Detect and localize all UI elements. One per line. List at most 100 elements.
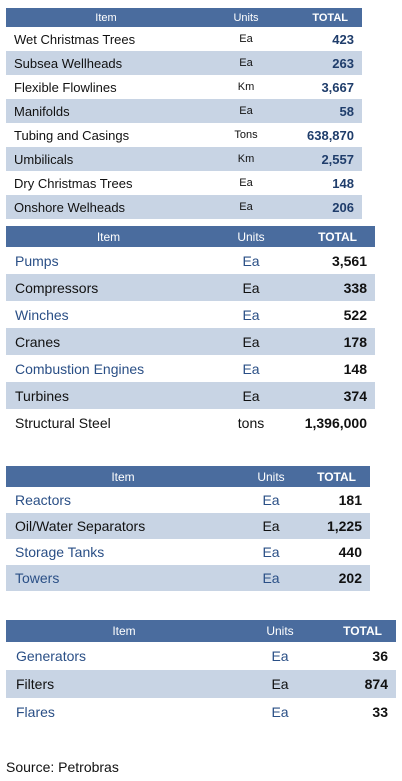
table-row: Manifolds Ea 58 (6, 99, 362, 123)
table-row: Filters Ea 874 (6, 670, 396, 698)
row-total: 148 (343, 360, 367, 377)
row-units: tons (237, 414, 265, 431)
row-item: Generators (16, 648, 87, 664)
row-units: Ea (242, 360, 260, 377)
table-row: Pumps Ea 3,561 (6, 247, 375, 274)
row-total: 1,396,000 (304, 414, 367, 431)
row-units: Ea (242, 670, 318, 698)
column-header-item: Item (6, 466, 240, 487)
refining-equipment-table: Item Units TOTAL Reactors Ea 181 Oil/Wat… (6, 466, 370, 591)
row-units: Ea (239, 177, 253, 189)
column-header-units: Units (240, 466, 302, 487)
table-header-row: Item Units TOTAL (6, 620, 396, 642)
row-units: Ea (262, 492, 280, 508)
row-total: 206 (286, 195, 362, 219)
row-item: Flares (16, 704, 55, 720)
row-item: Reactors (15, 492, 72, 508)
row-total: 874 (318, 670, 396, 698)
table-row: Flares Ea 33 (6, 698, 396, 726)
table-row: Flexible Flowlines Km 3,667 (6, 75, 362, 99)
row-units: Km (237, 81, 255, 93)
row-item: Filters (6, 670, 242, 698)
row-units: Ea (240, 513, 302, 539)
row-item: Towers (6, 565, 240, 591)
table-row: Oil/Water Separators Ea 1,225 (6, 513, 370, 539)
row-total: 178 (291, 328, 375, 355)
column-header-item: Item (6, 226, 211, 247)
topside-equipment-table: Item Units TOTAL Pumps Ea 3,561 Compress… (6, 226, 375, 436)
row-item: Onshore Welheads (6, 195, 206, 219)
row-item: Wet Christmas Trees (14, 31, 136, 47)
row-total: 148 (332, 175, 354, 191)
power-equipment-table: Item Units TOTAL Generators Ea 36 Filter… (6, 620, 396, 726)
column-header-units: Units (242, 620, 318, 642)
table-row: Combustion Engines Ea 148 (6, 355, 375, 382)
row-total: 263 (286, 51, 362, 75)
table-row: Onshore Welheads Ea 206 (6, 195, 362, 219)
row-item: Combustion Engines (15, 360, 145, 377)
table-row: Compressors Ea 338 (6, 274, 375, 301)
row-total: 202 (302, 565, 370, 591)
row-item: Oil/Water Separators (6, 513, 240, 539)
row-total: 440 (338, 544, 362, 560)
subsea-equipment-table: Item Units TOTAL Wet Christmas Trees Ea … (6, 8, 362, 219)
table-row: Tubing and Casings Tons 638,870 (6, 123, 362, 147)
row-total: 3,667 (321, 79, 354, 95)
table-row: Towers Ea 202 (6, 565, 370, 591)
row-item: Turbines (6, 382, 211, 409)
table-row: Reactors Ea 181 (6, 487, 370, 513)
table-row: Cranes Ea 178 (6, 328, 375, 355)
table-header-row: Item Units TOTAL (6, 466, 370, 487)
row-total: 338 (291, 274, 375, 301)
table-row: Subsea Wellheads Ea 263 (6, 51, 362, 75)
row-item: Manifolds (6, 99, 206, 123)
column-header-total: TOTAL (291, 226, 375, 247)
row-item: Umbilicals (6, 147, 206, 171)
table-row: Generators Ea 36 (6, 642, 396, 670)
row-total: 638,870 (307, 127, 354, 143)
row-total: 522 (343, 306, 367, 323)
table-header-row: Item Units TOTAL (6, 8, 362, 27)
table-row: Storage Tanks Ea 440 (6, 539, 370, 565)
row-units: Ea (211, 328, 291, 355)
row-units: Ea (211, 382, 291, 409)
table-row: Umbilicals Km 2,557 (6, 147, 362, 171)
row-units: Ea (242, 252, 260, 269)
row-item: Pumps (15, 252, 59, 269)
source-caption: Source: Petrobras (6, 759, 119, 775)
row-item: Structural Steel (15, 414, 111, 431)
row-total: 3,561 (331, 252, 367, 269)
table-row: Structural Steel tons 1,396,000 (6, 409, 375, 436)
column-header-total: TOTAL (302, 466, 370, 487)
row-units: Km (206, 147, 286, 171)
row-units: Ea (211, 274, 291, 301)
row-units: Ea (242, 306, 260, 323)
row-item: Flexible Flowlines (14, 79, 117, 95)
table-header-row: Item Units TOTAL (6, 226, 375, 247)
row-item: Compressors (6, 274, 211, 301)
row-units: Ea (206, 51, 286, 75)
row-total: 181 (338, 492, 362, 508)
row-total: 1,225 (302, 513, 370, 539)
table-row: Winches Ea 522 (6, 301, 375, 328)
table-row: Turbines Ea 374 (6, 382, 375, 409)
table-row: Dry Christmas Trees Ea 148 (6, 171, 362, 195)
row-item: Cranes (6, 328, 211, 355)
column-header-total: TOTAL (286, 8, 362, 27)
row-total: 36 (372, 648, 388, 664)
column-header-units: Units (211, 226, 291, 247)
row-units: Ea (262, 544, 280, 560)
row-item: Tubing and Casings (14, 127, 130, 143)
row-units: Ea (239, 33, 253, 45)
row-item: Subsea Wellheads (6, 51, 206, 75)
row-total: 374 (291, 382, 375, 409)
row-units: Ea (240, 565, 302, 591)
row-units: Ea (271, 648, 289, 664)
row-total: 423 (332, 31, 354, 47)
row-units: Ea (206, 195, 286, 219)
row-item: Winches (15, 306, 69, 323)
column-header-units: Units (206, 8, 286, 27)
row-units: Ea (271, 704, 289, 720)
row-units: Ea (206, 99, 286, 123)
column-header-total: TOTAL (318, 620, 396, 642)
